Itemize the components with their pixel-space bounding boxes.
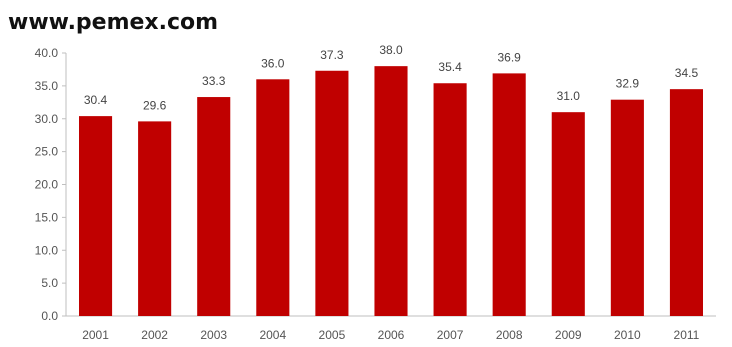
- data-label: 36.0: [261, 56, 285, 70]
- x-tick-label: 2001: [82, 328, 109, 342]
- y-tick-label: 15.0: [35, 210, 59, 224]
- data-label: 31.0: [557, 89, 581, 103]
- bar-2007: [433, 83, 467, 317]
- bar-2003: [197, 97, 231, 317]
- y-tick-label: 20.0: [35, 178, 59, 192]
- bar-2009: [551, 112, 585, 316]
- y-tick-label: 40.0: [35, 46, 59, 60]
- y-tick-label: 30.0: [35, 112, 59, 126]
- data-label: 35.4: [438, 60, 462, 74]
- x-tick-label: 2003: [200, 328, 227, 342]
- x-tick-label: 2002: [141, 328, 168, 342]
- x-tick-label: 2011: [674, 328, 700, 342]
- data-label: 36.9: [498, 50, 522, 64]
- x-tick-label: 2010: [614, 328, 641, 342]
- x-tick-label: 2007: [437, 328, 464, 342]
- bar-2005: [315, 70, 349, 316]
- x-tick-label: 2008: [496, 328, 523, 342]
- data-label: 33.3: [202, 74, 226, 88]
- x-tick-label: 2009: [555, 328, 582, 342]
- x-tick-label: 2006: [378, 328, 405, 342]
- y-axis-ticks: 0.0 5.0 10.0 15.0 20.0 25.0 30.0 35.0 40.0: [35, 46, 66, 323]
- y-tick-label: 5.0: [41, 276, 58, 290]
- y-tick-label: 35.0: [35, 79, 59, 93]
- bar-2010: [610, 99, 644, 317]
- y-tick-label: 10.0: [35, 243, 59, 257]
- y-tick-label: 0.0: [41, 309, 58, 323]
- data-label: 30.4: [84, 93, 108, 107]
- source-url: www.pemex.com: [8, 10, 219, 35]
- x-tick-label: 2004: [259, 328, 286, 342]
- bars: [79, 66, 703, 317]
- bar-2001: [79, 116, 113, 317]
- data-label: 37.3: [320, 48, 344, 62]
- data-label: 32.9: [616, 77, 640, 91]
- data-label: 38.0: [379, 43, 403, 57]
- x-axis-ticks: 2001 2002 2003 2004 2005 2006 2007 2008 2009 2010…: [82, 328, 699, 342]
- bar-2011: [669, 89, 703, 316]
- bar-2008: [492, 73, 526, 316]
- bar-2004: [256, 79, 290, 316]
- x-tick-label: 2005: [319, 328, 346, 342]
- data-label: 29.6: [143, 98, 167, 112]
- data-label: 34.5: [675, 66, 699, 80]
- bar-2002: [138, 121, 172, 316]
- bar-2006: [374, 66, 408, 317]
- data-labels: 30.4 29.6 33.3 36.0 37.3 38.0 35.4 36.9 31.0 32.9…: [84, 43, 699, 112]
- y-tick-label: 25.0: [35, 145, 59, 159]
